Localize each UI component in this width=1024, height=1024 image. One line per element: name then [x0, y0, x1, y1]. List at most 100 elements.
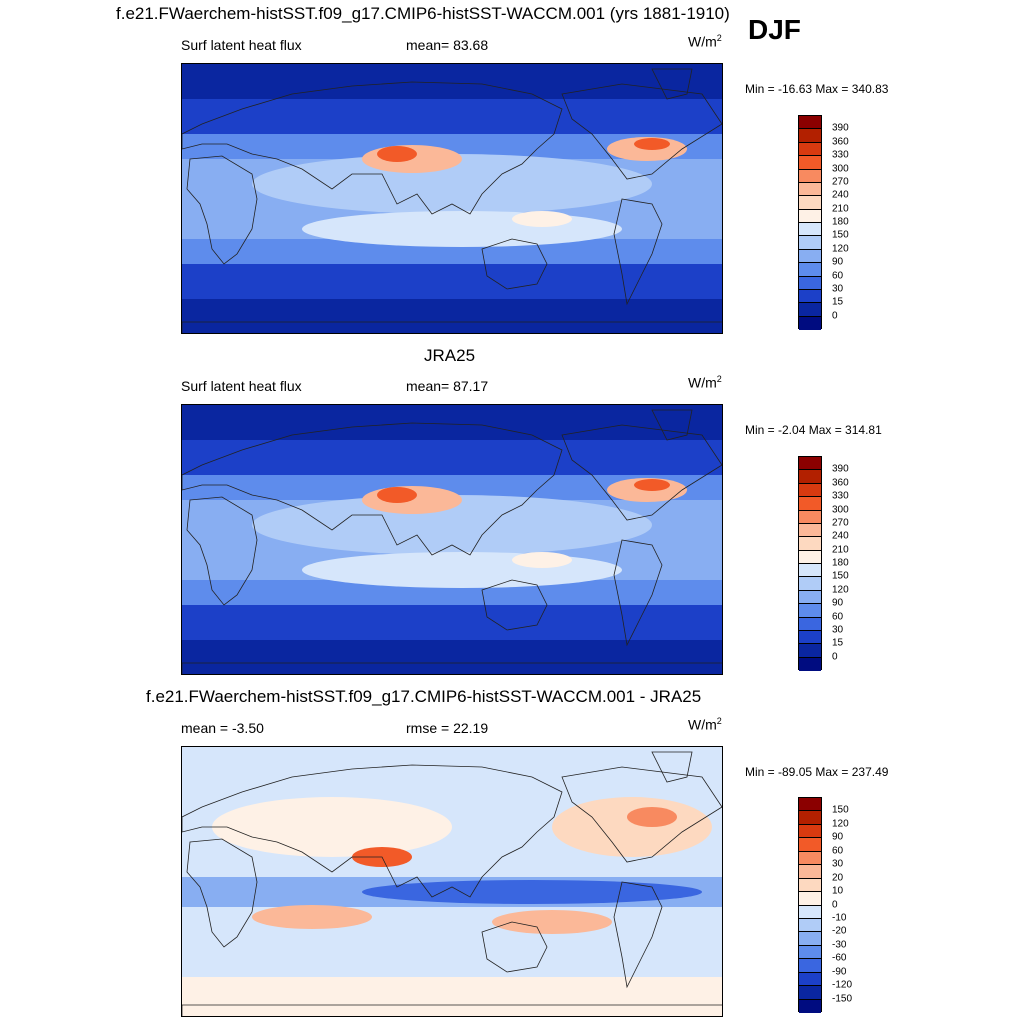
season-label: DJF: [748, 14, 801, 45]
colorbar-swatch: [799, 182, 821, 197]
colorbar-tick-label: 120: [832, 584, 849, 596]
panel2-variable-label: Surf latent heat flux: [181, 378, 302, 394]
colorbar-tick-label: 90: [832, 597, 844, 609]
colorbar-tick-label: 90: [832, 256, 844, 268]
colorbar-tick-label: 360: [832, 136, 849, 148]
colorbar-swatch: [799, 905, 821, 919]
colorbar-tick-label: 15: [832, 296, 844, 308]
colorbar-tick-label: 330: [832, 490, 849, 502]
colorbar-swatch: [799, 129, 821, 143]
panel2-title: JRA25: [424, 346, 476, 365]
colorbar-swatch: [799, 865, 821, 879]
colorbar-tick-label: 15: [832, 637, 844, 649]
colorbar-tick-label: 30: [832, 624, 844, 636]
panel3-units: W/m2: [688, 716, 722, 733]
colorbar-swatch: [799, 617, 821, 631]
colorbar-swatch: [799, 564, 821, 578]
panel3-minmax: Min = -89.05 Max = 237.49: [745, 765, 889, 779]
colorbar-tick-label: 0: [832, 310, 838, 322]
panel3-colorbar: [798, 797, 822, 1013]
colorbar-tick-label: 330: [832, 149, 849, 161]
colorbar-swatch: [799, 289, 821, 304]
colorbar-swatch: [799, 972, 821, 987]
colorbar-swatch: [799, 838, 821, 852]
colorbar-swatch: [799, 303, 821, 317]
colorbar-swatch: [799, 630, 821, 645]
colorbar-swatch: [799, 316, 821, 330]
panel2-minmax: Min = -2.04 Max = 314.81: [745, 423, 882, 437]
colorbar-tick-label: 30: [832, 858, 844, 870]
colorbar-swatch: [799, 209, 821, 223]
panel2-units: W/m2: [688, 374, 722, 391]
colorbar-tick-label: 60: [832, 845, 844, 857]
colorbar-swatch: [799, 986, 821, 1000]
colorbar-tick-label: 270: [832, 176, 849, 188]
colorbar-tick-label: 390: [832, 463, 849, 475]
colorbar-swatch: [799, 276, 821, 290]
panel1-title: f.e21.FWaerchem-histSST.f09_g17.CMIP6-hi…: [116, 4, 730, 23]
colorbar-tick-label: 150: [832, 570, 849, 582]
colorbar-swatch: [799, 537, 821, 551]
colorbar-swatch: [799, 223, 821, 237]
colorbar-tick-label: 240: [832, 189, 849, 201]
colorbar-tick-label: 10: [832, 885, 844, 897]
panel1-variable-label: Surf latent heat flux: [181, 37, 302, 53]
colorbar-swatch: [799, 457, 821, 471]
colorbar-swatch: [799, 169, 821, 183]
colorbar-swatch: [799, 824, 821, 839]
colorbar-tick-label: 180: [832, 216, 849, 228]
colorbar-tick-label: 210: [832, 544, 849, 556]
panel1-colorbar: [798, 115, 822, 330]
panel2-mean-label: mean= 87.17: [406, 378, 489, 394]
panel1-map: [181, 63, 723, 334]
colorbar-tick-label: 20: [832, 872, 844, 884]
colorbar-tick-label: 300: [832, 163, 849, 174]
colorbar-tick-label: 90: [832, 831, 844, 843]
colorbar-swatch: [799, 851, 821, 866]
colorbar-swatch: [799, 892, 821, 906]
colorbar-swatch: [799, 811, 821, 825]
panel1-units: W/m2: [688, 33, 722, 50]
colorbar-tick-label: 150: [832, 804, 849, 816]
colorbar-swatch: [799, 116, 821, 130]
colorbar-swatch: [799, 577, 821, 591]
panel1-mean-label: mean= 83.68: [406, 37, 489, 53]
colorbar-tick-label: 300: [832, 504, 849, 515]
colorbar-swatch: [799, 523, 821, 538]
colorbar-swatch: [799, 142, 821, 157]
colorbar-swatch: [799, 550, 821, 564]
colorbar-tick-label: 0: [832, 651, 838, 663]
colorbar-swatch: [799, 483, 821, 498]
colorbar-tick-label: 120: [832, 818, 849, 830]
colorbar-tick-label: -120: [832, 979, 853, 991]
panel2-colorbar: [798, 456, 822, 671]
colorbar-tick-label: -90: [832, 966, 847, 978]
colorbar-tick-label: 390: [832, 122, 849, 134]
colorbar-tick-label: 240: [832, 530, 849, 542]
colorbar-swatch: [799, 945, 821, 960]
panel3-rmse-label: rmse = 22.19: [406, 720, 489, 736]
colorbar-swatch: [799, 196, 821, 210]
colorbar-swatch: [799, 590, 821, 605]
colorbar-tick-label: 360: [832, 477, 849, 489]
colorbar-swatch: [799, 249, 821, 264]
colorbar-swatch: [799, 644, 821, 658]
panel2-map: [181, 404, 723, 675]
colorbar-tick-label: -20: [832, 925, 847, 937]
colorbar-tick-label: 60: [832, 270, 844, 281]
panel3-title: f.e21.FWaerchem-histSST.f09_g17.CMIP6-hi…: [146, 687, 702, 706]
colorbar-swatch: [799, 959, 821, 973]
panel3-mean-label: mean = -3.50: [181, 720, 264, 736]
colorbar-swatch: [799, 932, 821, 946]
colorbar-tick-label: -60: [832, 952, 847, 964]
panel1-minmax: Min = -16.63 Max = 340.83: [745, 82, 889, 96]
colorbar-tick-label: 120: [832, 243, 849, 255]
colorbar-swatch: [799, 918, 821, 933]
colorbar-tick-label: -150: [832, 993, 853, 1005]
colorbar-swatch: [799, 999, 821, 1013]
colorbar-swatch: [799, 798, 821, 812]
colorbar-swatch: [799, 263, 821, 277]
colorbar-tick-label: 270: [832, 517, 849, 529]
colorbar-tick-label: 180: [832, 557, 849, 569]
colorbar-tick-label: 210: [832, 203, 849, 215]
